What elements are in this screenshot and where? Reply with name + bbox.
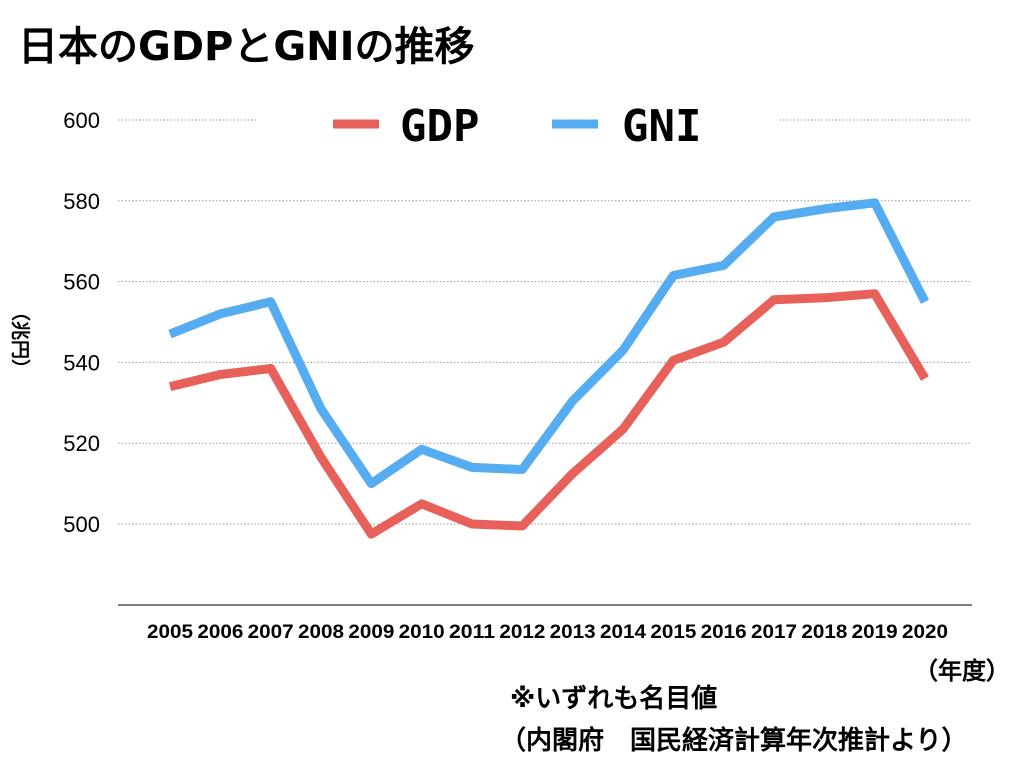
- x-tick-label: 2017: [751, 622, 797, 643]
- x-tick-label: 2015: [650, 622, 696, 643]
- legend-label-gdp: GDP: [400, 101, 479, 152]
- y-tick-label: 600: [63, 108, 100, 133]
- y-tick-label: 520: [63, 431, 100, 456]
- x-tick-label: 2013: [550, 622, 596, 643]
- x-tick-label: 2005: [147, 622, 193, 643]
- x-tick-label: 2020: [902, 622, 948, 643]
- x-tick-label: 2019: [852, 622, 898, 643]
- y-tick-label: 560: [63, 270, 100, 295]
- x-tick-label: 2006: [197, 622, 243, 643]
- y-tick-label: 580: [63, 189, 100, 214]
- x-tick-label: 2014: [600, 622, 646, 643]
- x-tick-label: 2018: [801, 622, 847, 643]
- x-axis-ticks: 2005 2006 2007 2008 2009 2010 2011 2012 2013 2014…: [147, 622, 948, 643]
- y-axis-ticks: 500 520 540 560 580 600: [63, 108, 100, 537]
- x-tick-label: 2011: [449, 622, 495, 643]
- legend: GDP GNI: [258, 100, 778, 152]
- x-tick-label: 2012: [499, 622, 545, 643]
- x-tick-label: 2007: [248, 622, 294, 643]
- gridlines: [118, 119, 972, 525]
- chart-title: 日本のGDPとGNIの推移: [18, 24, 475, 70]
- y-tick-label: 500: [63, 512, 100, 537]
- y-axis-label: （兆円）: [9, 302, 32, 378]
- x-tick-label: 2009: [348, 622, 394, 643]
- x-tick-label: 2010: [399, 622, 445, 643]
- note-source: （内閣府 国民経済計算年次推計より）: [500, 726, 968, 756]
- note-nominal: ※いずれも名目値: [510, 684, 718, 714]
- x-axis-unit: （年度）: [914, 657, 1010, 685]
- y-tick-label: 540: [63, 350, 100, 375]
- x-tick-label: 2008: [298, 622, 344, 643]
- legend-label-gni: GNI: [622, 101, 701, 152]
- series-line-gni: [168, 198, 930, 489]
- series-lines: [168, 198, 930, 539]
- x-tick-label: 2016: [701, 622, 747, 643]
- series-line-gdp: [168, 289, 929, 539]
